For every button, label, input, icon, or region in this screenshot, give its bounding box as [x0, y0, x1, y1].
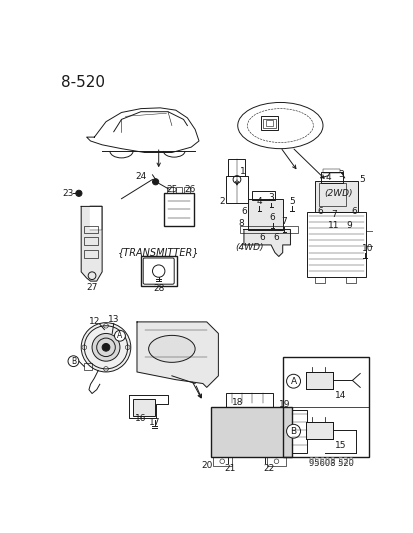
Bar: [167, 187, 173, 193]
Bar: [84, 363, 92, 370]
Text: 14: 14: [335, 391, 346, 400]
Text: 6: 6: [240, 207, 246, 216]
Circle shape: [92, 334, 120, 361]
Text: A: A: [117, 332, 122, 340]
Bar: [84, 237, 98, 245]
Bar: [84, 225, 98, 233]
Text: 12: 12: [88, 318, 100, 326]
Polygon shape: [81, 206, 102, 281]
Text: 13: 13: [108, 315, 119, 324]
Text: 10: 10: [361, 244, 373, 253]
Bar: [320, 172, 342, 182]
Bar: [305, 372, 332, 389]
Bar: [263, 119, 275, 128]
Bar: [305, 372, 332, 389]
Text: B: B: [290, 427, 296, 436]
Circle shape: [102, 343, 109, 351]
Bar: [225, 175, 247, 203]
Text: {TRANSMITTER}: {TRANSMITTER}: [118, 247, 199, 257]
Text: 9: 9: [346, 221, 351, 230]
Text: 4: 4: [325, 173, 330, 182]
Text: B: B: [71, 357, 76, 366]
Text: 6: 6: [350, 207, 356, 216]
Ellipse shape: [148, 335, 195, 362]
Bar: [291, 410, 307, 453]
Bar: [247, 199, 282, 230]
Bar: [184, 187, 190, 193]
Text: 19: 19: [278, 400, 289, 409]
Text: 21: 21: [224, 464, 235, 473]
Bar: [318, 182, 345, 206]
Circle shape: [68, 356, 79, 367]
Text: 6: 6: [273, 233, 279, 241]
Bar: [365, 231, 376, 246]
Bar: [282, 357, 369, 457]
Bar: [345, 277, 355, 284]
Circle shape: [76, 190, 82, 196]
Text: 4: 4: [256, 197, 261, 206]
Text: 23: 23: [62, 189, 74, 198]
Text: 95608 520: 95608 520: [309, 459, 353, 468]
Text: A: A: [290, 377, 296, 386]
Bar: [266, 457, 285, 466]
Text: 17: 17: [149, 417, 160, 426]
Bar: [314, 277, 324, 284]
Circle shape: [286, 424, 300, 438]
Circle shape: [114, 330, 125, 341]
Text: 6: 6: [259, 233, 265, 241]
Bar: [240, 225, 297, 233]
Bar: [322, 169, 339, 173]
Bar: [210, 407, 291, 457]
Bar: [133, 399, 154, 416]
Circle shape: [81, 322, 131, 372]
Circle shape: [152, 179, 158, 185]
Text: 24: 24: [135, 172, 146, 181]
Text: 5: 5: [288, 197, 294, 206]
Bar: [140, 256, 176, 286]
Text: 7: 7: [281, 217, 287, 227]
Text: 7: 7: [330, 211, 336, 220]
Bar: [227, 159, 244, 175]
Polygon shape: [90, 206, 102, 230]
Text: 3: 3: [338, 171, 344, 179]
Polygon shape: [243, 230, 290, 256]
Text: 27: 27: [86, 283, 97, 292]
Text: 6: 6: [269, 213, 275, 222]
Text: 2: 2: [219, 197, 225, 206]
Bar: [305, 422, 332, 439]
Text: 25: 25: [166, 185, 177, 194]
Text: 1: 1: [239, 167, 244, 176]
Text: 95608 520: 95608 520: [309, 457, 353, 466]
Bar: [260, 116, 278, 130]
Text: 16: 16: [135, 414, 146, 423]
Polygon shape: [137, 322, 218, 387]
Bar: [266, 120, 272, 126]
Text: 3: 3: [268, 192, 273, 201]
Text: 22: 22: [263, 464, 274, 473]
Bar: [251, 191, 274, 200]
Bar: [225, 393, 272, 407]
Bar: [314, 181, 357, 212]
Circle shape: [286, 374, 300, 388]
Bar: [307, 212, 365, 277]
Text: (4WD): (4WD): [235, 243, 263, 252]
Text: 28: 28: [153, 284, 164, 293]
Bar: [212, 457, 231, 466]
Text: (2WD): (2WD): [323, 189, 352, 198]
Bar: [164, 193, 193, 225]
Text: 18: 18: [231, 398, 243, 407]
Text: 8: 8: [238, 219, 244, 228]
Text: 6: 6: [317, 207, 323, 216]
Text: 11: 11: [328, 221, 339, 230]
Text: 5: 5: [358, 175, 364, 184]
Text: 15: 15: [334, 441, 346, 450]
Text: 26: 26: [183, 185, 195, 194]
Bar: [305, 422, 332, 439]
Text: 20: 20: [201, 462, 212, 471]
Bar: [84, 251, 98, 258]
Text: 8-520: 8-520: [61, 75, 105, 90]
Bar: [176, 187, 181, 193]
